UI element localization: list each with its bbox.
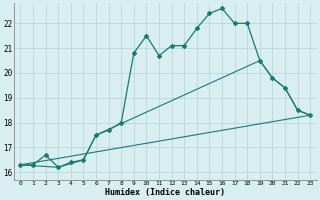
X-axis label: Humidex (Indice chaleur): Humidex (Indice chaleur) bbox=[105, 188, 225, 197]
